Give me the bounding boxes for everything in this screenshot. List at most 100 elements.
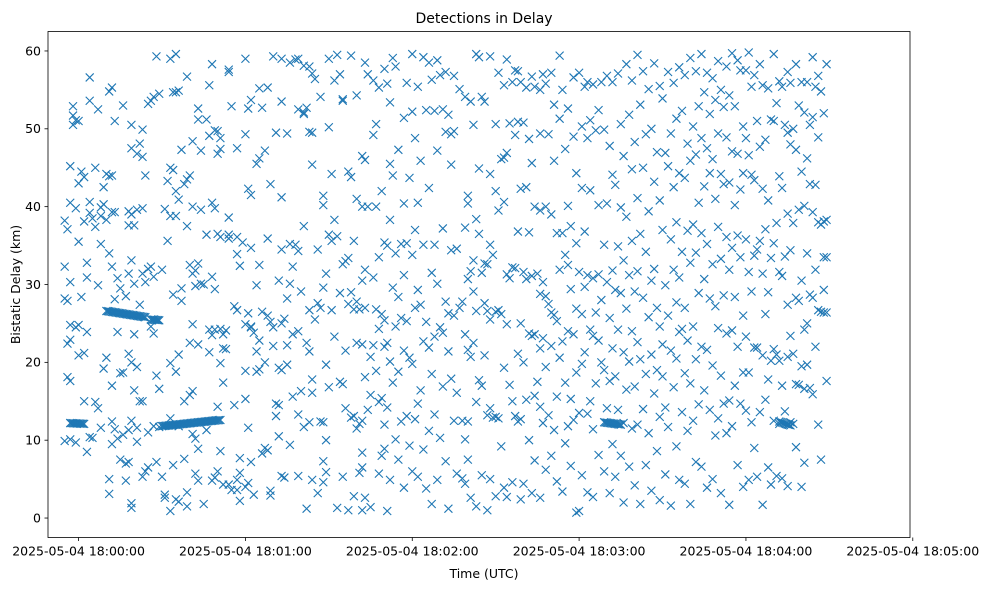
data-point [644,84,654,94]
data-point [666,346,676,356]
data-point [318,191,328,201]
data-point [399,483,409,493]
data-point [182,487,192,497]
data-point [672,114,681,124]
data-point [733,460,742,470]
data-point [182,501,192,511]
data-point [238,238,248,247]
data-point [546,451,556,461]
data-point [399,199,409,208]
data-point [552,316,562,326]
data-point [385,357,395,366]
data-point [699,385,709,395]
data-point [491,186,501,196]
data-point [613,241,623,251]
data-point [519,267,528,277]
data-point [135,139,145,148]
data-point [157,472,167,482]
data-point [630,480,640,490]
data-point [241,129,250,139]
data-point [171,367,181,377]
data-point [165,506,175,516]
data-point [769,116,779,126]
data-point [733,55,742,65]
data-point [85,208,95,218]
data-point [583,133,592,143]
data-point [452,244,462,254]
data-point [549,425,559,435]
data-point [647,276,656,285]
data-point [188,136,197,146]
data-point [713,323,723,333]
data-point [202,425,211,435]
data-point [538,333,548,343]
data-point [196,205,206,215]
data-point [594,105,603,115]
data-point [324,54,334,64]
data-point [466,493,476,503]
data-point [722,132,731,142]
data-point [769,238,779,248]
data-point [735,252,745,262]
data-point [102,353,111,363]
data-point [299,422,309,432]
data-point [241,366,250,376]
data-point [683,336,692,345]
data-point [763,196,773,205]
data-point [274,276,284,285]
data-point [93,403,103,413]
data-point [277,319,286,328]
data-point [346,287,356,297]
data-point [691,457,701,467]
data-point [210,203,220,213]
data-point [129,279,139,289]
data-point [580,347,590,357]
data-point [171,49,181,59]
data-point [241,482,250,492]
data-point [699,87,709,97]
data-point [680,303,690,313]
data-point [268,341,278,351]
data-point [107,262,117,271]
data-point [127,503,136,513]
data-point [193,104,203,113]
data-point [188,202,197,212]
data-point [224,234,234,243]
data-point [299,109,309,119]
data-point [304,62,314,71]
data-point [171,186,181,196]
data-point [719,399,729,408]
data-point [421,484,431,493]
data-point [207,198,217,208]
data-point [388,53,398,63]
data-point [494,305,503,315]
data-point [513,227,523,236]
data-point [129,329,139,339]
data-point [813,71,823,81]
data-point [488,250,498,260]
data-point [88,213,97,223]
data-point [694,198,704,208]
data-point [730,381,740,391]
data-point [663,422,673,432]
data-point [535,206,545,215]
data-point [229,301,239,311]
data-point [674,168,684,178]
data-point [507,396,517,406]
data-point [154,315,164,325]
data-point [524,134,534,144]
data-point [755,142,765,152]
data-point [93,104,103,114]
data-point [455,84,464,94]
data-point [802,154,812,163]
data-point [202,230,211,240]
data-point [527,488,537,498]
data-point [697,49,706,59]
data-point [783,481,793,491]
data-point [346,172,356,182]
data-point [399,270,409,280]
data-point [432,55,442,65]
data-point [761,224,770,234]
data-point [396,313,406,323]
data-point [624,270,634,280]
